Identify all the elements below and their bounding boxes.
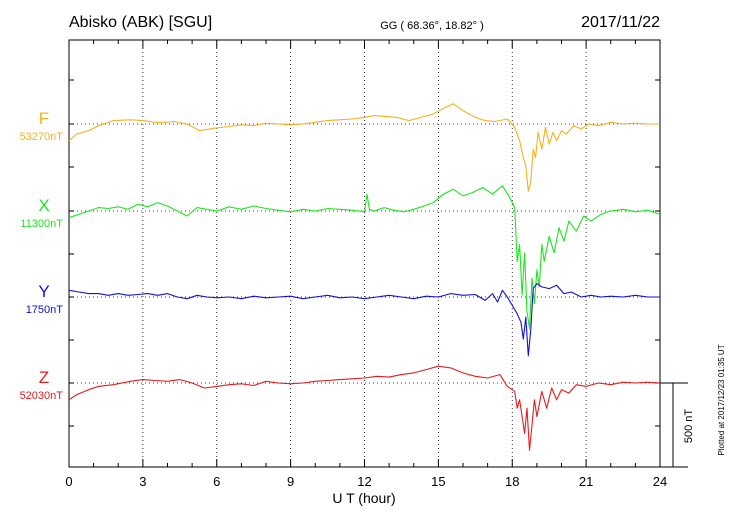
x-ticks: 0 3 6 9 12 15 18 21 24 <box>65 40 667 489</box>
x-tick-label: 12 <box>357 474 371 489</box>
x-axis-label: U T (hour) <box>332 490 395 506</box>
plotted-note: Plotted at 2017/12/23 01:35 UT <box>717 344 726 455</box>
series-baseline-y: 1750nT <box>26 304 64 316</box>
series-labels: F 53270nT X 11300nT Y 1750nT Z 52030nT <box>20 109 64 402</box>
grid-layer <box>69 40 660 467</box>
series-baseline-f: 53270nT <box>20 131 64 143</box>
station-title: Abisko (ABK) [SGU] <box>69 14 212 31</box>
coordinates-label: GG ( 68.36°, 18.82° ) <box>380 20 484 32</box>
scale-bar-label: 500 nT <box>683 409 695 444</box>
x-tick-label: 24 <box>653 474 667 489</box>
x-tick-label: 21 <box>579 474 593 489</box>
x-tick-label: 3 <box>139 474 146 489</box>
date-label: 2017/11/22 <box>581 14 660 31</box>
series-name-y: Y <box>38 282 49 301</box>
scale-bar: 500 nT <box>660 382 695 468</box>
series-line-x <box>68 185 661 330</box>
series-line-f <box>68 103 660 192</box>
series-name-f: F <box>39 109 49 128</box>
x-tick-label: 0 <box>65 474 72 489</box>
series-layer <box>68 103 661 451</box>
series-name-x: X <box>38 196 49 215</box>
x-tick-label: 9 <box>287 474 294 489</box>
x-tick-label: 6 <box>213 474 220 489</box>
series-baseline-x: 11300nT <box>20 218 63 230</box>
x-tick-label: 15 <box>431 474 445 489</box>
series-line-y <box>68 283 660 357</box>
series-name-z: Z <box>39 368 49 387</box>
series-baseline-z: 52030nT <box>20 390 64 402</box>
x-tick-label: 18 <box>505 474 519 489</box>
series-line-z <box>68 365 661 451</box>
